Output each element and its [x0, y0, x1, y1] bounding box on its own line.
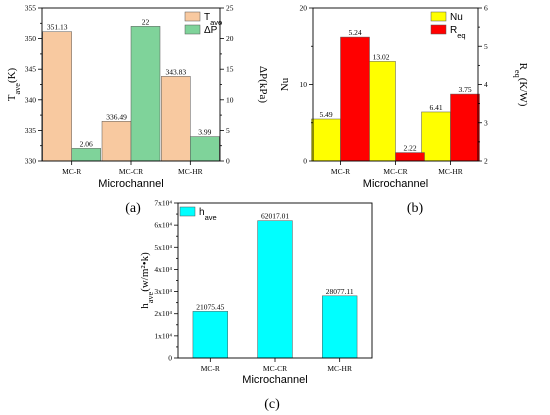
data-label: 6.41	[429, 103, 442, 112]
y-tick-label: 6x10⁴	[154, 221, 172, 230]
x-tick-label: MC-HR	[178, 167, 203, 176]
y-right-tick-label: 15	[226, 65, 234, 74]
bar-p-mc-r	[71, 148, 101, 162]
data-label: 3.99	[198, 128, 211, 137]
x-tick-label: MC-HR	[327, 364, 352, 373]
y-right-tick-label: 20	[226, 34, 234, 43]
bar-t-mc-r	[42, 31, 72, 162]
y-tick-label: 20	[300, 4, 308, 13]
panel-label: (a)	[125, 201, 141, 216]
y-tick-label: 5x10⁴	[154, 243, 172, 252]
data-label: 5.49	[319, 110, 332, 119]
x-tick-label: MC-R	[201, 364, 220, 373]
y-axis-label: Nu	[279, 77, 291, 91]
chart-panel-3: 21075.45 62017.01 28077.11 0 1x10⁴ 2x10⁴ 3x10⁴…	[139, 199, 373, 412]
data-label: 21075.45	[196, 302, 224, 311]
data-label: 62017.01	[261, 212, 289, 221]
x-tick-label: MC-CR	[263, 364, 287, 373]
legend: Nu Req	[430, 11, 466, 40]
bar-r-mc-r	[340, 36, 370, 162]
bar-h-mc-cr	[257, 220, 293, 359]
panel-label: (c)	[264, 397, 280, 412]
data-label: 28077.11	[326, 287, 354, 296]
bar-r-mc-hr	[450, 93, 480, 162]
bar-h-mc-r	[192, 311, 228, 359]
y-tick-label: 355	[25, 4, 37, 13]
y-right-tick-label: 25	[226, 4, 234, 13]
legend-swatch	[179, 206, 196, 217]
x-axis-label: Microchannel	[98, 178, 163, 190]
y-tick-label: 340	[25, 95, 37, 104]
y-right-tick-label: 3	[484, 118, 488, 127]
legend-label: ΔP	[204, 25, 218, 36]
x-tick-label: MC-CR	[383, 167, 407, 176]
panel-label: (b)	[407, 201, 424, 216]
x-tick-label: MC-R	[331, 167, 350, 176]
bar-t-mc-cr	[101, 121, 132, 162]
legend-swatch	[184, 24, 201, 35]
data-label: 13.02	[373, 52, 390, 61]
data-label: 2.06	[80, 139, 93, 148]
x-tick-label: MC-CR	[119, 167, 143, 176]
bar-t-mc-hr	[161, 76, 191, 162]
bar-p-mc-cr	[130, 26, 161, 162]
legend-label: have	[199, 207, 217, 222]
y-tick-label: 4x10⁴	[154, 265, 172, 274]
y-tick-label: 7x10⁴	[154, 199, 172, 208]
x-axis-label: Microchannel	[363, 178, 428, 190]
y-right-tick-label: 10	[226, 95, 234, 104]
data-label: 351.13	[47, 23, 68, 32]
legend-label: Req	[450, 25, 466, 40]
bar-nu-mc-hr	[421, 111, 451, 162]
y-tick-label: 1x10⁴	[154, 331, 172, 340]
y-tick-label: 10	[300, 80, 308, 89]
x-tick-label: MC-HR	[438, 167, 463, 176]
data-label: 22	[142, 17, 150, 26]
legend-label: Tave	[204, 12, 222, 27]
y-tick-label: 0	[303, 157, 307, 166]
y-axis-label: Tave(K)	[6, 67, 22, 101]
y-right-tick-label: 4	[484, 80, 488, 89]
chart-panel-2: 5.49 13.02 6.41 5.24 2.22 3.75 0 10 20 2 3 4 5 6 MC-R M…	[279, 4, 529, 217]
y-right-tick-label: 6	[484, 4, 488, 13]
y-right-tick-label: 2	[484, 157, 488, 166]
bar-h-mc-hr	[322, 295, 358, 359]
y-right-tick-label: 5	[226, 126, 230, 135]
legend-swatch	[430, 11, 447, 22]
y-tick-label: 350	[25, 34, 37, 43]
y-tick-label: 2x10⁴	[154, 309, 172, 318]
legend: have	[179, 206, 217, 222]
x-tick-label: MC-R	[62, 167, 81, 176]
legend-label: Nu	[450, 12, 463, 23]
bar-p-mc-hr	[190, 136, 220, 162]
y-axis-label: have(w/m²•k)	[139, 252, 155, 309]
y-right-axis-label: ΔP(kPa)	[257, 66, 269, 103]
y-tick-label: 330	[25, 157, 37, 166]
legend-swatch	[184, 11, 201, 22]
y-right-axis-label: Req(K/W)	[514, 63, 530, 107]
bar-r-mc-cr	[395, 152, 425, 162]
data-label: 3.75	[458, 85, 471, 94]
y-tick-label: 0	[168, 354, 172, 363]
data-label: 5.24	[348, 28, 361, 37]
bar-nu-mc-cr	[366, 61, 396, 162]
y-tick-label: 3x10⁴	[154, 287, 172, 296]
x-axis-label: Microchannel	[242, 374, 307, 386]
data-label: 336.49	[106, 112, 127, 121]
data-label: 2.22	[403, 144, 416, 153]
chart-panel-1: 351.13 336.49 343.83 2.06 22 3.99 330 335 340 345…	[6, 4, 269, 217]
legend-swatch	[430, 24, 447, 35]
bar-nu-mc-r	[311, 118, 341, 162]
y-tick-label: 345	[25, 65, 37, 74]
y-tick-label: 335	[25, 126, 37, 135]
y-right-tick-label: 0	[226, 157, 230, 166]
data-label: 343.83	[166, 67, 187, 76]
y-right-tick-label: 5	[484, 42, 488, 51]
